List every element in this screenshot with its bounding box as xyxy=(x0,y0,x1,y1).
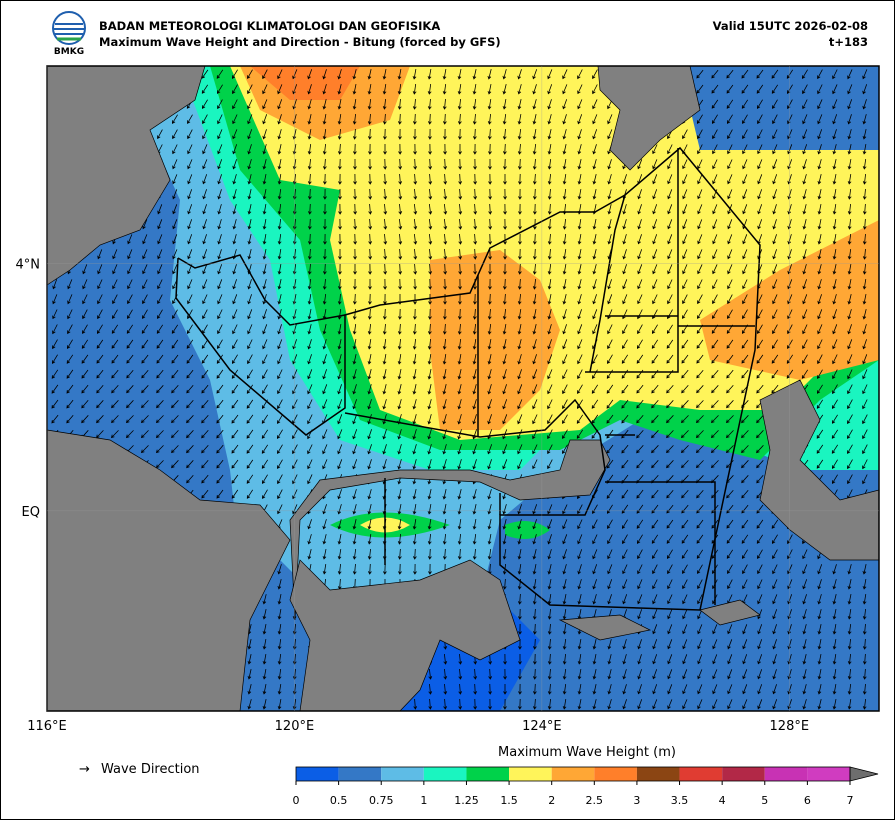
colorbar-segment xyxy=(466,767,510,781)
valid-time: Valid 15UTC 2026-02-08 xyxy=(713,19,868,33)
title: BADAN METEOROLOGI KLIMATOLOGI DAN GEOFIS… xyxy=(99,19,440,33)
colorbar-tick-label: 2 xyxy=(548,794,555,807)
colorbar-tick-label: 0 xyxy=(293,794,300,807)
field-25 xyxy=(250,66,360,100)
logo xyxy=(52,11,86,45)
colorbar-tick-label: 0.5 xyxy=(330,794,348,807)
colorbar-tick-label: 2.5 xyxy=(586,794,604,807)
colorbar-tick-label: 7 xyxy=(847,794,854,807)
colorbar-segment xyxy=(636,767,680,781)
colorbar-segment xyxy=(509,767,552,781)
colorbar-segment xyxy=(381,767,424,781)
land xyxy=(47,66,879,711)
y-tick-label: 4°N xyxy=(16,258,41,273)
colorbar-segment xyxy=(594,767,637,781)
colorbar-segment xyxy=(338,767,382,781)
colorbar-segment xyxy=(807,767,850,781)
colorbar-segment xyxy=(551,767,595,781)
colorbar-tick-label: 3 xyxy=(633,794,640,807)
colorbar-tick-label: 1.25 xyxy=(454,794,479,807)
x-tick-label: 128°E xyxy=(770,719,810,734)
colorbar-tick-label: 6 xyxy=(804,794,811,807)
map-axes: 116°E 120°E 124°E 128°E 4°N EQ xyxy=(16,66,879,734)
legend-label: Wave Direction xyxy=(101,762,200,777)
colorbar-segment xyxy=(764,767,808,781)
colorbar-segment xyxy=(722,767,765,781)
colorbar-segment xyxy=(296,767,339,781)
colorbar-tick-label: 3.5 xyxy=(671,794,689,807)
colorbar-tick-label: 1 xyxy=(420,794,427,807)
map xyxy=(47,66,879,711)
subtitle: Maximum Wave Height and Direction - Bitu… xyxy=(99,35,501,49)
colorbar: 0 0.5 0.75 1 1.25 1.5 2 2.5 3 3.5 4 5 6 7 xyxy=(293,766,879,807)
colorbar-tick-label: 0.75 xyxy=(369,794,394,807)
x-tick-label: 124°E xyxy=(522,719,562,734)
x-tick-label: 116°E xyxy=(27,719,67,734)
colorbar-tick-label: 5 xyxy=(761,794,768,807)
colorbar-segment xyxy=(679,767,723,781)
forecast-step: t+183 xyxy=(829,35,868,49)
y-tick-label: EQ xyxy=(22,505,40,520)
zone-boundaries xyxy=(175,146,761,611)
logo-text: BMKG xyxy=(54,47,84,57)
field-2 xyxy=(240,66,879,430)
colorbar-tick-label: 1.5 xyxy=(500,794,518,807)
legend-arrow: → xyxy=(79,762,90,777)
colorbar-outline xyxy=(295,766,851,782)
colorbar-tick-label: 4 xyxy=(719,794,726,807)
x-tick-label: 120°E xyxy=(275,719,315,734)
colorbar-segment xyxy=(423,767,467,781)
colorbar-title: Maximum Wave Height (m) xyxy=(498,745,676,760)
